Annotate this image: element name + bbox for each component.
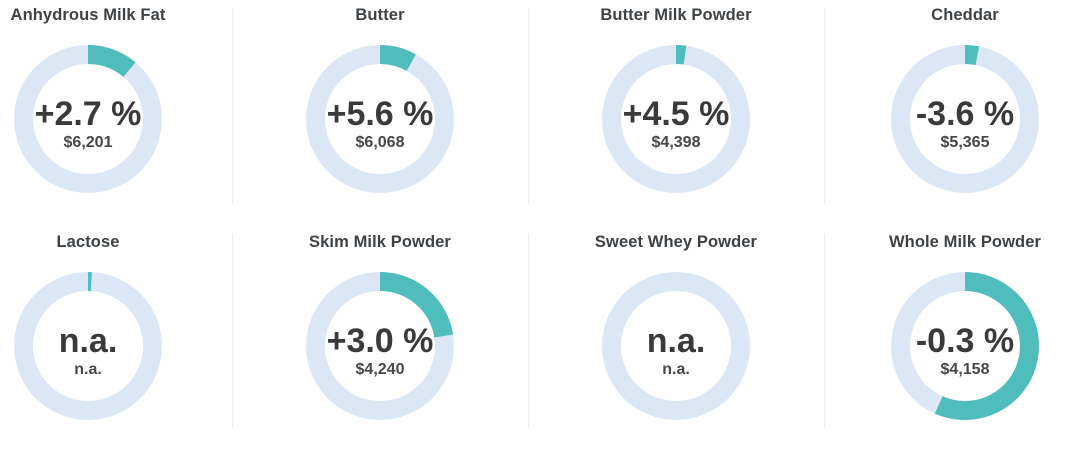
donut-chart: n.a. n.a. [14, 272, 162, 420]
donut-track [306, 45, 454, 193]
donut-svg [14, 272, 162, 420]
donut-svg [891, 272, 1039, 420]
donut-arc [306, 272, 454, 420]
gauge-card-butter-milk-powder: Butter Milk Powder +4.5 % $4,398 [546, 0, 806, 226]
donut-arc [891, 45, 1039, 193]
gauge-title: Lactose [56, 233, 120, 251]
donut-chart: -0.3 % $4,158 [891, 272, 1039, 420]
gauge-card-whole-milk-powder: Whole Milk Powder -0.3 % $4,158 [835, 227, 1080, 453]
donut-arc [891, 272, 1039, 420]
donut-track [14, 272, 162, 420]
gauge-title: Skim Milk Powder [309, 233, 451, 251]
column-separator [528, 8, 529, 204]
donut-chart: -3.6 % $5,365 [891, 45, 1039, 193]
column-separator [528, 234, 529, 428]
gauge-title: Whole Milk Powder [888, 233, 1042, 251]
gauge-title: Sweet Whey Powder [594, 233, 758, 251]
column-separator [232, 8, 233, 204]
donut-svg [306, 272, 454, 420]
donut-chart: +3.0 % $4,240 [306, 272, 454, 420]
gauge-title: Cheddar [931, 6, 999, 24]
donut-chart: +4.5 % $4,398 [602, 45, 750, 193]
donut-chart: +5.6 % $6,068 [306, 45, 454, 193]
donut-track [602, 45, 750, 193]
donut-track [891, 45, 1039, 193]
donut-track [14, 45, 162, 193]
donut-svg [14, 45, 162, 193]
donut-track [602, 272, 750, 420]
gauge-title: Anhydrous Milk Fat [10, 6, 166, 24]
donut-svg [891, 45, 1039, 193]
donut-svg [602, 272, 750, 420]
donut-arc [14, 272, 162, 420]
donut-arc [602, 45, 750, 193]
gauge-title: Butter [355, 6, 405, 24]
gauge-title: Butter Milk Powder [600, 6, 752, 24]
gauge-card-cheddar: Cheddar -3.6 % $5,365 [835, 0, 1080, 226]
donut-chart: +2.7 % $6,201 [14, 45, 162, 193]
gauge-card-skim-milk-powder: Skim Milk Powder +3.0 % $4,240 [250, 227, 510, 453]
column-separator [232, 234, 233, 428]
gauge-card-butter: Butter +5.6 % $6,068 [250, 0, 510, 226]
donut-arc [14, 45, 162, 193]
donut-svg [602, 45, 750, 193]
column-separator [824, 234, 825, 428]
donut-chart: n.a. n.a. [602, 272, 750, 420]
donut-svg [306, 45, 454, 193]
gauge-card-sweet-whey-powder: Sweet Whey Powder n.a. n.a. [546, 227, 806, 453]
gauge-card-anhydrous-milk-fat: Anhydrous Milk Fat +2.7 % $6,201 [0, 0, 218, 226]
gauge-card-lactose: Lactose n.a. n.a. [0, 227, 218, 453]
column-separator [824, 8, 825, 204]
donut-arc [306, 45, 454, 193]
